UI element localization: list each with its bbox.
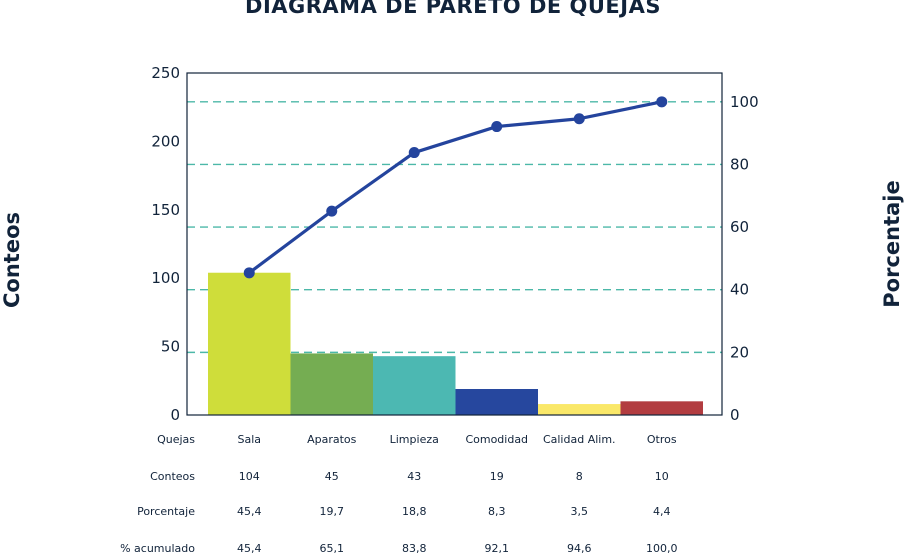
- plot-frame: [186, 72, 723, 416]
- bar: [620, 401, 703, 415]
- bars: [208, 272, 703, 415]
- line-point: [656, 96, 668, 108]
- table-row-label: Conteos: [150, 470, 195, 483]
- line-point: [408, 147, 420, 159]
- y-tick-label-right: 20: [730, 343, 749, 361]
- bar: [373, 356, 456, 415]
- y-tick-label-left: 50: [161, 338, 180, 356]
- y-tick-label-left: 250: [151, 64, 180, 82]
- chart-title: DIAGRAMA DE PARETO DE QUEJAS: [245, 0, 661, 18]
- y-tick-label-left: 200: [151, 132, 180, 150]
- table-cell: 100,0: [646, 542, 678, 555]
- y-ticks-left: 0 50 100 150 200 250: [151, 64, 180, 424]
- table-row-label: Quejas: [157, 433, 195, 446]
- table-cell: Limpieza: [390, 433, 439, 446]
- table-cell: 45,4: [237, 542, 262, 555]
- table-cell: 83,8: [402, 542, 427, 555]
- table-cell: 94,6: [567, 542, 592, 555]
- y-tick-label-left: 150: [151, 201, 180, 219]
- bar: [538, 404, 621, 415]
- table-cell: 18,8: [402, 505, 427, 518]
- table-cell: Calidad Alim.: [543, 433, 616, 446]
- cumulative-line: [243, 96, 668, 279]
- y-tick-label-right: 0: [730, 406, 740, 424]
- table-cell: 19: [490, 470, 504, 483]
- table-cell: 4,4: [653, 505, 671, 518]
- table-cell: 43: [407, 470, 421, 483]
- table-cell: 10: [655, 470, 669, 483]
- y-tick-label-left: 100: [151, 269, 180, 287]
- bar: [455, 389, 538, 415]
- line-point: [243, 267, 255, 279]
- line-point: [491, 121, 503, 133]
- grid-lines: [187, 101, 722, 354]
- table-cell: 45: [325, 470, 339, 483]
- table-row-label: Porcentaje: [137, 505, 195, 518]
- table-cell: 8,3: [488, 505, 506, 518]
- y-tick-label-right: 80: [730, 155, 749, 173]
- y-tick-label-right: 60: [730, 218, 749, 236]
- y-tick-label-right: 40: [730, 281, 749, 299]
- table-cell: 45,4: [237, 505, 262, 518]
- table-cell: Otros: [647, 433, 677, 446]
- y-tick-label-left: 0: [170, 406, 180, 424]
- line-point: [573, 113, 585, 125]
- line-point: [326, 205, 338, 217]
- y-ticks-right: 0 20 40 60 80 100: [730, 93, 759, 424]
- data-table: Quejas Sala Aparatos Limpieza Comodidad Calid…: [120, 433, 677, 555]
- table-cell: Comodidad: [465, 433, 528, 446]
- table-cell: 3,5: [571, 505, 589, 518]
- table-cell: 104: [239, 470, 260, 483]
- table-cell: 92,1: [485, 542, 510, 555]
- y-tick-label-right: 100: [730, 93, 759, 111]
- line-series: [248, 100, 663, 275]
- table-row-label: % acumulado: [120, 542, 195, 555]
- bar: [290, 353, 373, 415]
- table-cell: Sala: [237, 433, 261, 446]
- table-cell: 8: [576, 470, 583, 483]
- bar: [208, 272, 291, 415]
- table-cell: Aparatos: [307, 433, 357, 446]
- table-cell: 65,1: [320, 542, 345, 555]
- table-cell: 19,7: [320, 505, 345, 518]
